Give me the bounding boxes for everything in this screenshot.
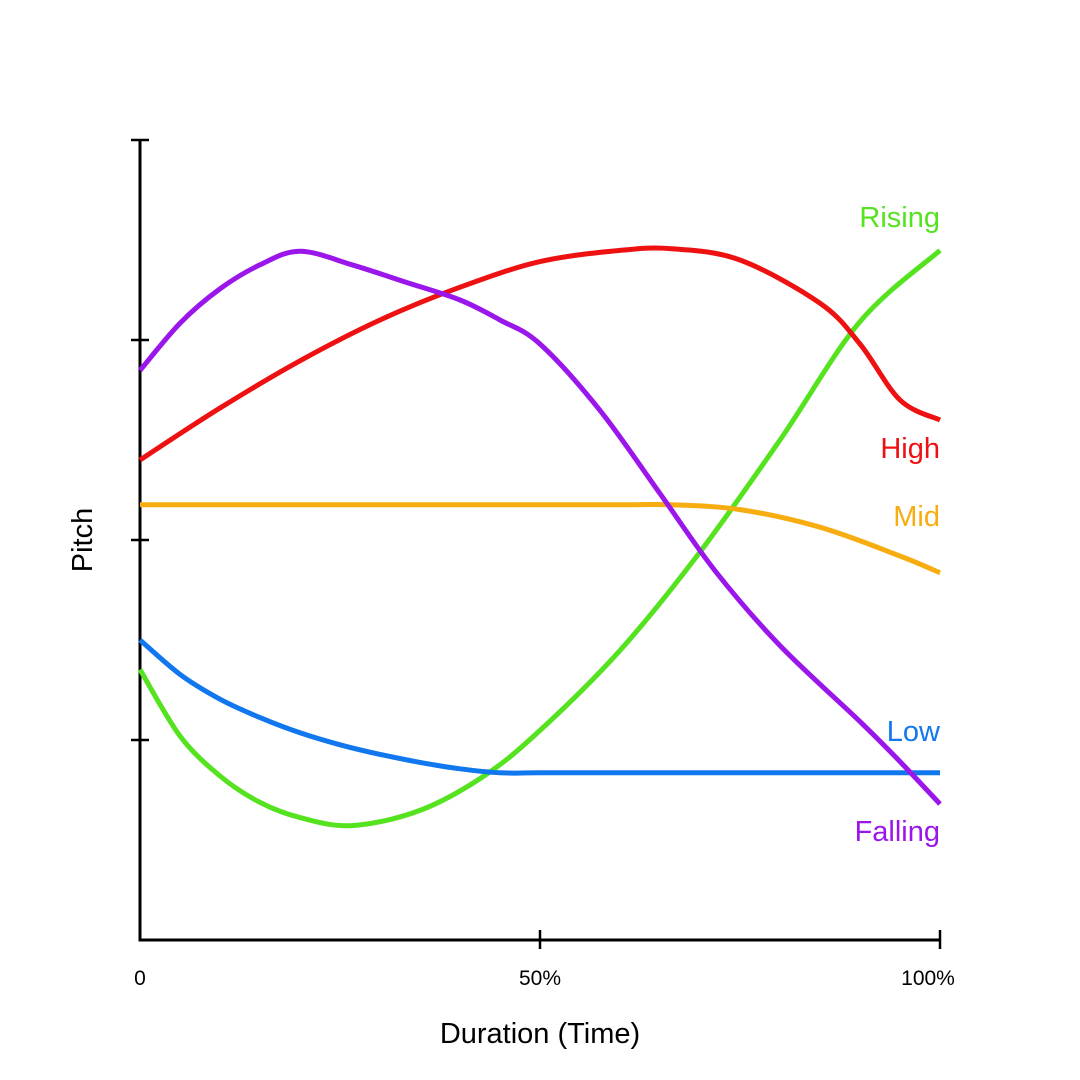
- y-axis-title: Pitch: [67, 508, 99, 572]
- x-tick-label-0: 0: [134, 967, 146, 990]
- series-line-rising: [137, 248, 942, 829]
- series-group: Rising High Mid Low Falling: [137, 202, 942, 848]
- x-axis-title: Duration (Time): [440, 1018, 640, 1050]
- series-line-falling: [138, 248, 942, 806]
- series-label-low: Low: [887, 716, 941, 748]
- x-tick-label-100: 100%: [901, 967, 955, 990]
- x-tick-label-50: 50%: [519, 967, 561, 990]
- series-label-mid: Mid: [893, 501, 940, 533]
- series-label-high: High: [880, 433, 940, 465]
- series-line-low: [138, 638, 940, 776]
- series-line-mid: [139, 501, 941, 576]
- series-label-rising: Rising: [859, 202, 940, 234]
- series-line-high: [138, 245, 942, 463]
- series-label-falling: Falling: [855, 816, 940, 848]
